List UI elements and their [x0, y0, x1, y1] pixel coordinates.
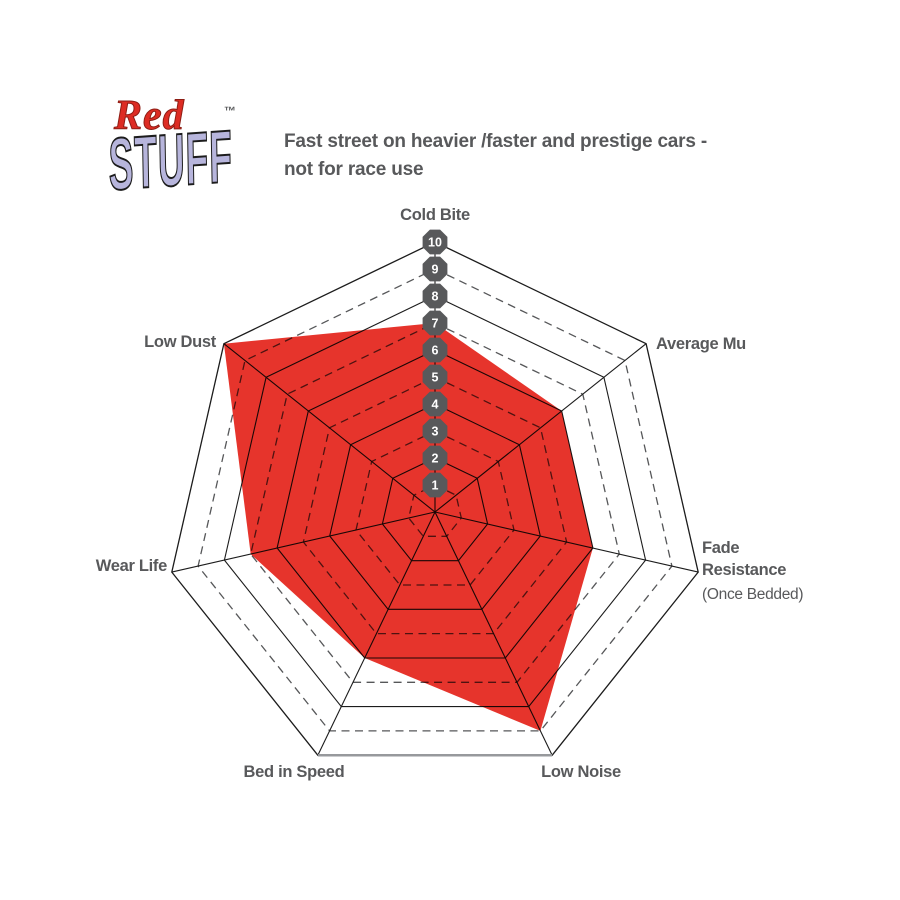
scale-badge-octagon: [422, 229, 448, 255]
scale-badge-octagon: [422, 283, 448, 309]
axis-spoke: [317, 511, 436, 756]
grid-ring-solid: [223, 295, 647, 708]
scale-badge-value: 4: [432, 398, 439, 412]
axis-spoke: [434, 511, 553, 756]
scale-badge: 8: [422, 283, 448, 309]
chart-subtitle: Fast street on heavier /faster and prest…: [284, 128, 724, 184]
redstuff-logo: Red ™ STUFF: [106, 93, 254, 207]
scale-badge-value: 8: [432, 290, 439, 304]
axis-labels: Cold Bite Average Mu Fade Resistance (Once B…: [96, 206, 804, 781]
scale-badge: 7: [422, 310, 448, 336]
axis-sublabel-fade-resistance: (Once Bedded): [702, 586, 803, 603]
axis-spoke: [434, 343, 647, 513]
axis-label-bed-in-speed: Bed in Speed: [244, 763, 345, 781]
scale-badge-value: 1: [432, 479, 439, 493]
scale-badge: 3: [422, 418, 448, 444]
scale-badge: 2: [422, 445, 448, 471]
scale-badge-value: 7: [432, 317, 439, 331]
scale-badge: 5: [422, 364, 448, 390]
axis-spoke: [223, 343, 436, 513]
grid-ring-solid: [329, 403, 541, 610]
scale-badge-octagon: [422, 445, 448, 471]
scale-badge-octagon: [422, 472, 448, 498]
scale-badge-value: 9: [432, 263, 439, 277]
scale-badge-value: 6: [432, 344, 439, 358]
subtitle-line-2: not for race use: [284, 159, 424, 180]
scale-badge: 1: [422, 472, 448, 498]
scale-badge-octagon: [422, 337, 448, 363]
scale-badge: 9: [422, 256, 448, 282]
scale-badge-value: 3: [432, 425, 439, 439]
scale-badge-octagon: [422, 256, 448, 282]
scale-badge-value: 5: [432, 371, 439, 385]
axis-label-low-noise: Low Noise: [541, 763, 621, 781]
grid-ring-dashed: [197, 268, 673, 732]
scale-badge-value: 10: [428, 236, 442, 250]
scale-badge-octagon: [422, 310, 448, 336]
logo-word-red: Red: [114, 93, 185, 140]
scale-badge-octagon: [422, 391, 448, 417]
grid-ring-solid: [381, 457, 489, 562]
grid-ring-solid: [276, 349, 594, 659]
axis-label-low-dust: Low Dust: [144, 333, 217, 351]
trademark-symbol: ™: [224, 104, 236, 118]
grid-ring-dashed: [249, 322, 621, 683]
axis-label-fade-resistance: Fade: [702, 539, 739, 557]
axis-spoke: [171, 511, 436, 573]
scale-badge-value: 2: [432, 452, 439, 466]
axis-label-fade-resistance: Resistance: [702, 561, 786, 579]
grid-ring-dashed: [407, 484, 463, 537]
grid-ring-dashed: [355, 430, 515, 586]
scale-badges: 1 2 3 4 5 6 7 8 9 10: [422, 229, 448, 498]
scale-badge: 6: [422, 337, 448, 363]
scale-badge-octagon: [422, 418, 448, 444]
scale-badge-octagon: [422, 364, 448, 390]
axis-label-wear-life: Wear Life: [96, 557, 167, 575]
subtitle-line-1: Fast street on heavier /faster and prest…: [284, 131, 707, 152]
scale-badge: 10: [422, 229, 448, 255]
scale-badge: 4: [422, 391, 448, 417]
grid-ring-dashed: [302, 376, 568, 635]
axis-label-average-mu: Average Mu: [656, 335, 746, 353]
axis-spoke: [434, 511, 699, 573]
series-polygon-redstuff: [223, 323, 593, 731]
axis-label-cold-bite: Cold Bite: [400, 206, 470, 224]
